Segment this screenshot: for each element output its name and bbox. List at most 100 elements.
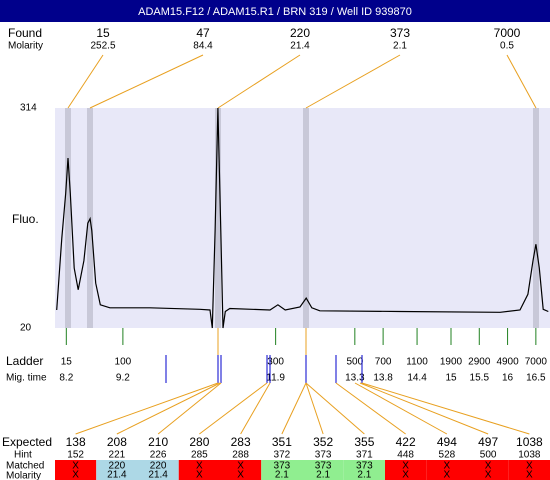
y-tick-label: 314 [20,103,37,114]
hint-label: Hint [14,450,32,461]
found-molarity: 0.5 [500,41,514,52]
matched-molarity: 2.1 [357,470,371,480]
matched-value: X [526,461,533,472]
ladder-size: 4900 [496,357,519,368]
match-cell [178,460,220,480]
ladder-size: 1100 [406,357,428,368]
match-cell [343,460,385,480]
matched-molarity: X [402,470,409,480]
connector [116,382,221,435]
found-molarity: 2.1 [393,41,407,52]
connector [67,54,104,109]
matched-value: 373 [274,461,291,472]
matched-value: X [237,461,244,472]
match-cell [426,460,468,480]
matched-value: X [72,461,79,472]
match-cell [55,460,97,480]
found-size: 7000 [494,26,521,40]
match-cell [96,460,138,480]
match-cell [220,460,262,480]
expected-value: 208 [107,435,127,449]
connector [361,382,530,435]
match-cell [385,460,427,480]
ladder-label: Ladder [6,354,43,368]
matched-value: X [402,461,409,472]
peak-band [65,108,71,328]
hint-value: 371 [356,450,373,461]
connector [281,382,307,435]
ladder-time: 14.4 [407,373,427,384]
hint-value: 373 [315,450,332,461]
found-size: 47 [196,26,210,40]
expected-value: 355 [354,435,374,449]
matched-molarity: 21.4 [148,470,168,480]
expected-value: 352 [313,435,333,449]
connector [354,382,448,435]
trace [56,107,549,329]
hint-value: 288 [232,450,249,461]
matched-value: 220 [150,461,167,472]
match-cell [261,460,303,480]
hint-value: 500 [480,450,497,461]
connector [240,382,271,435]
expected-value: 497 [478,435,498,449]
ladder-size: 7000 [525,357,548,368]
plot-area [55,108,550,328]
molarity-row-label: Molarity [6,471,41,480]
hint-value: 221 [109,450,126,461]
hint-value: 152 [67,450,84,461]
ladder-size: 500 [346,357,363,368]
peak-band [215,108,221,328]
found-size: 15 [96,26,110,40]
expected-value: 1038 [516,435,543,449]
matched-molarity: X [72,470,79,480]
connector [305,382,365,435]
hint-value: 226 [150,450,167,461]
hint-value: 285 [191,450,208,461]
y-tick-label: 20 [20,323,32,334]
ladder-time: 9.2 [116,373,130,384]
ladder-time: 16.5 [526,373,546,384]
expected-value: 351 [272,435,292,449]
connector [335,382,406,435]
found-size: 373 [390,26,410,40]
matched-molarity: X [444,470,451,480]
connector [305,54,401,109]
expected-value: 283 [231,435,251,449]
peak-band [533,108,539,328]
matched-value: X [444,461,451,472]
connector [506,54,537,109]
hint-value: 372 [274,450,291,461]
ladder-size: 15 [61,357,73,368]
ladder-time: 15 [445,373,457,384]
ladder-size: 1900 [440,357,463,368]
expected-label: Expected [2,435,52,449]
ladder-size: 700 [375,357,392,368]
found-size: 220 [290,26,310,40]
matched-molarity: 2.1 [316,470,330,480]
title: ADAM15.F12 / ADAM15.R1 / BRN 319 / Well … [138,6,412,18]
connector [89,54,204,109]
found-molarity: 21.4 [290,41,310,52]
expected-value: 138 [66,435,86,449]
matched-molarity: X [196,470,203,480]
ladder-time: 13.8 [373,373,393,384]
connector [199,382,268,435]
expected-value: 210 [148,435,168,449]
matched-value: X [196,461,203,472]
hint-value: 1038 [518,450,541,461]
hint-value: 528 [439,450,456,461]
y-axis-label: Fluo. [12,212,39,226]
found-molarity: 252.5 [90,41,115,52]
ladder-time: 13.3 [345,373,365,384]
match-cell [302,460,344,480]
matched-value: X [485,461,492,472]
found-label: Found [8,26,42,40]
connector [359,382,489,435]
matched-molarity: 21.4 [107,470,127,480]
matched-molarity: X [526,470,533,480]
match-cell [467,460,509,480]
expected-value: 280 [189,435,209,449]
match-cell [508,460,550,480]
